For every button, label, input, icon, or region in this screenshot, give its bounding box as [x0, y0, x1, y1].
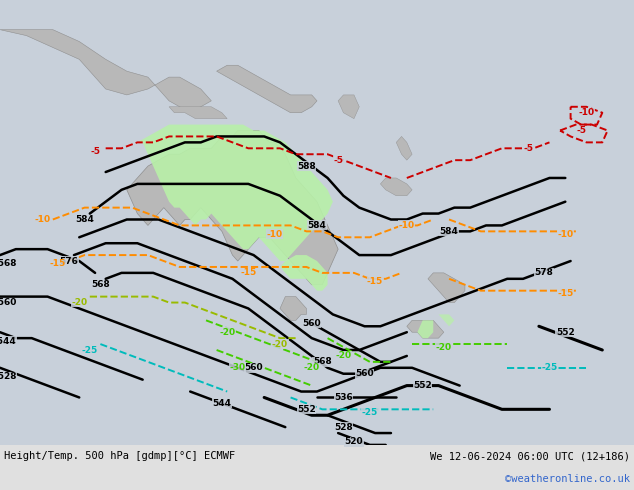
- Polygon shape: [138, 124, 333, 261]
- Text: -10: -10: [34, 215, 50, 224]
- Text: -25: -25: [82, 345, 98, 354]
- Polygon shape: [428, 273, 465, 302]
- Polygon shape: [169, 107, 227, 119]
- Text: 568: 568: [313, 357, 332, 367]
- Polygon shape: [396, 136, 412, 160]
- Polygon shape: [127, 130, 338, 285]
- Text: 552: 552: [297, 405, 316, 414]
- Text: 528: 528: [334, 422, 353, 432]
- Text: -5: -5: [523, 144, 533, 153]
- Text: -30: -30: [230, 363, 246, 372]
- Text: -15: -15: [50, 260, 66, 269]
- Text: -10: -10: [399, 221, 415, 230]
- Text: 576: 576: [59, 257, 78, 266]
- Text: -20: -20: [272, 340, 288, 348]
- Polygon shape: [280, 255, 328, 291]
- Text: -5: -5: [333, 156, 343, 165]
- Text: -20: -20: [304, 363, 320, 372]
- Text: -544: -544: [0, 337, 16, 345]
- Text: 544: 544: [212, 399, 231, 408]
- Polygon shape: [417, 320, 433, 338]
- Text: 536: 536: [334, 393, 353, 402]
- Polygon shape: [0, 30, 211, 113]
- Text: -15: -15: [557, 289, 573, 298]
- Text: -20: -20: [436, 343, 452, 351]
- Text: -528: -528: [0, 372, 16, 381]
- Text: -25: -25: [362, 408, 378, 417]
- Text: -20: -20: [335, 351, 351, 361]
- Text: 520: 520: [345, 438, 363, 446]
- Text: 560: 560: [355, 369, 374, 378]
- Text: 560: 560: [302, 319, 321, 328]
- Text: -10: -10: [578, 108, 595, 117]
- Polygon shape: [280, 296, 306, 320]
- Text: 584: 584: [439, 227, 458, 236]
- Polygon shape: [407, 320, 444, 338]
- Polygon shape: [439, 315, 455, 326]
- Text: 568: 568: [91, 280, 110, 289]
- Text: 552: 552: [556, 328, 574, 337]
- Text: 584: 584: [75, 215, 94, 224]
- Text: -15: -15: [367, 277, 383, 286]
- Text: -560: -560: [0, 298, 16, 307]
- Text: -5: -5: [90, 147, 100, 156]
- Text: ©weatheronline.co.uk: ©weatheronline.co.uk: [505, 474, 630, 484]
- Polygon shape: [380, 178, 412, 196]
- Text: -20: -20: [219, 328, 235, 337]
- Text: We 12-06-2024 06:00 UTC (12+186): We 12-06-2024 06:00 UTC (12+186): [430, 451, 630, 461]
- Text: -5: -5: [576, 126, 586, 135]
- Text: 588: 588: [297, 162, 316, 171]
- Text: -20: -20: [71, 298, 87, 307]
- Text: 560: 560: [244, 363, 263, 372]
- Text: -10: -10: [267, 230, 283, 239]
- Polygon shape: [338, 95, 359, 119]
- Text: -10: -10: [557, 230, 573, 239]
- Text: -15: -15: [240, 269, 256, 277]
- Text: 578: 578: [534, 269, 553, 277]
- Text: -568: -568: [0, 260, 16, 269]
- Text: -25: -25: [541, 363, 557, 372]
- Text: 584: 584: [307, 221, 327, 230]
- Text: Height/Temp. 500 hPa [gdmp][°C] ECMWF: Height/Temp. 500 hPa [gdmp][°C] ECMWF: [4, 451, 235, 461]
- Text: 552: 552: [413, 381, 432, 390]
- Polygon shape: [217, 65, 317, 113]
